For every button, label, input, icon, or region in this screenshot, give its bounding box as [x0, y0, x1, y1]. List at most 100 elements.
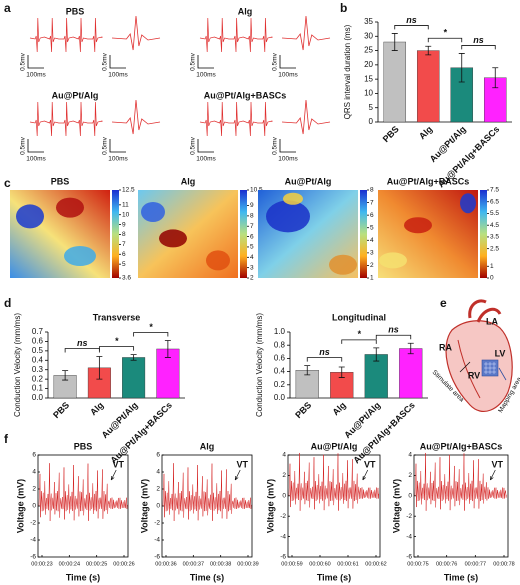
chart-title: Au@Pt/Alg+BASCs: [420, 441, 503, 451]
y-tick-label: 30: [364, 31, 373, 40]
colorbar-tick-label: 1: [370, 275, 374, 282]
error-bar: [164, 340, 171, 358]
y-tick-label: 2: [408, 472, 412, 479]
x-tick-label: 00:00:59: [281, 561, 302, 567]
heatmap-region: [64, 246, 96, 266]
bar: [122, 357, 146, 399]
colorbar-tick-label: 9: [122, 221, 126, 228]
y-tick-label: -6: [30, 554, 36, 561]
bar: [383, 41, 407, 123]
scale-time: 100ms: [26, 156, 46, 163]
colorbar-tick-label: 10.5: [250, 187, 263, 194]
heatmap-region: [266, 200, 310, 233]
error-bar: [425, 45, 432, 56]
vt-label: VT: [236, 459, 248, 469]
scale-voltage: 0.5mv: [20, 136, 27, 154]
colorbar-tick-label: 7: [250, 223, 254, 230]
colorbar-tick-label: 12.5: [122, 187, 135, 194]
y-axis-label: Conduction Velocity (mm/ms): [13, 313, 22, 417]
x-tick-label: 00:00:25: [86, 561, 107, 567]
y-tick-label: -6: [280, 554, 286, 561]
y-tick-label: 0.2: [32, 374, 44, 383]
y-tick-label: 6: [156, 452, 160, 459]
significance-bracket: [133, 332, 169, 337]
y-tick-label: 2: [156, 486, 160, 493]
plot-frame: [413, 454, 509, 558]
significance-label: ns: [319, 347, 330, 357]
colorbar-tick-label: 5: [250, 244, 254, 251]
significance-bracket: [98, 346, 135, 351]
heart-diagram: [445, 299, 513, 412]
colorbar-tick-label: 9: [250, 202, 254, 209]
y-tick-label: 0.6: [274, 354, 286, 363]
stimulate-pointer: [459, 361, 471, 373]
scale-voltage: 0.5mv: [272, 52, 279, 70]
y-tick-label: 0.3: [32, 365, 44, 374]
mapping-pointer: [498, 367, 507, 381]
y-axis-label: Voltage (mV): [139, 479, 149, 533]
panel-letter: f: [4, 432, 9, 446]
y-tick-label: -2: [406, 513, 412, 520]
y-tick-label: 0: [408, 493, 412, 500]
y-tick-label: 0.4: [274, 367, 286, 376]
x-axis-label: Time (s): [66, 572, 100, 582]
colorbar-tick-label: 7: [122, 241, 126, 248]
trace-title: Alg: [238, 6, 253, 16]
colorbar-tick-label: 5: [370, 224, 374, 231]
y-axis-label: Conduction Velocity (mm/ms): [255, 313, 264, 417]
y-tick-label: 0.6: [32, 337, 44, 346]
colorbar-tick-label: 6: [122, 251, 126, 258]
x-tick-label: 00:00:61: [337, 561, 358, 567]
y-tick-label: 6: [32, 452, 36, 459]
scale-voltage: 0.5mv: [190, 136, 197, 154]
y-tick-label: 5: [369, 103, 374, 112]
y-tick-label: 4: [156, 469, 160, 476]
chart-title: Alg: [200, 441, 215, 451]
colorbar-tick-label: 5: [122, 261, 126, 268]
mapping-grid-lines: [484, 362, 496, 374]
significance-bracket: [341, 339, 377, 344]
y-axis-label: Voltage (mV): [391, 479, 401, 533]
colorbar-tick-label: 2.5: [490, 245, 499, 252]
heatmap-region: [460, 193, 476, 214]
scale-time: 100ms: [196, 156, 216, 163]
error-bar: [373, 347, 380, 362]
colorbar-tick-label: 1: [490, 263, 494, 270]
x-tick-label: Alg: [417, 124, 434, 141]
plot-frame: [287, 454, 381, 558]
y-tick-label: -4: [280, 533, 286, 540]
x-tick-label: Alg: [331, 400, 348, 417]
y-tick-label: 35: [364, 17, 373, 26]
ecg-zoom: [111, 99, 161, 135]
scale-bar: [109, 55, 126, 69]
heart-label: RA: [439, 342, 452, 352]
significance-label: *: [443, 28, 447, 38]
heatmap-region: [16, 204, 44, 229]
scale-time: 100ms: [108, 156, 128, 163]
colorbar-tick-label: 11: [122, 202, 129, 209]
panel-letter: a: [4, 1, 11, 15]
significance-bracket: [64, 348, 100, 353]
significance-bracket: [427, 37, 463, 43]
significance-label: ns: [388, 325, 399, 335]
significance-bracket: [461, 45, 496, 50]
scale-time: 100ms: [108, 72, 128, 79]
x-tick-label: 00:00:37: [183, 561, 204, 567]
colorbar-tick-label: 10: [122, 211, 130, 218]
septum: [457, 339, 481, 399]
error-bar: [391, 33, 398, 51]
map-title: Au@Pt/Alg+BASCs: [387, 176, 470, 186]
colorbar-tick-label: 4.5: [490, 222, 499, 229]
ecg-zoom: [281, 15, 331, 51]
y-tick-label: 0.8: [274, 340, 286, 349]
heart-label: LV: [495, 348, 506, 358]
vt-arrow: [234, 469, 241, 481]
significance-label: *: [357, 329, 361, 339]
colorbar-tick-label: 3.6: [122, 275, 131, 282]
colorbar-tick-label: 5.5: [490, 210, 499, 217]
significance-label: ns: [77, 338, 88, 348]
colorbar-tick-label: 4: [250, 254, 254, 261]
y-tick-label: 10: [364, 89, 373, 98]
chart-title: Longitudinal: [332, 312, 386, 322]
ecg-trace: [199, 17, 273, 53]
